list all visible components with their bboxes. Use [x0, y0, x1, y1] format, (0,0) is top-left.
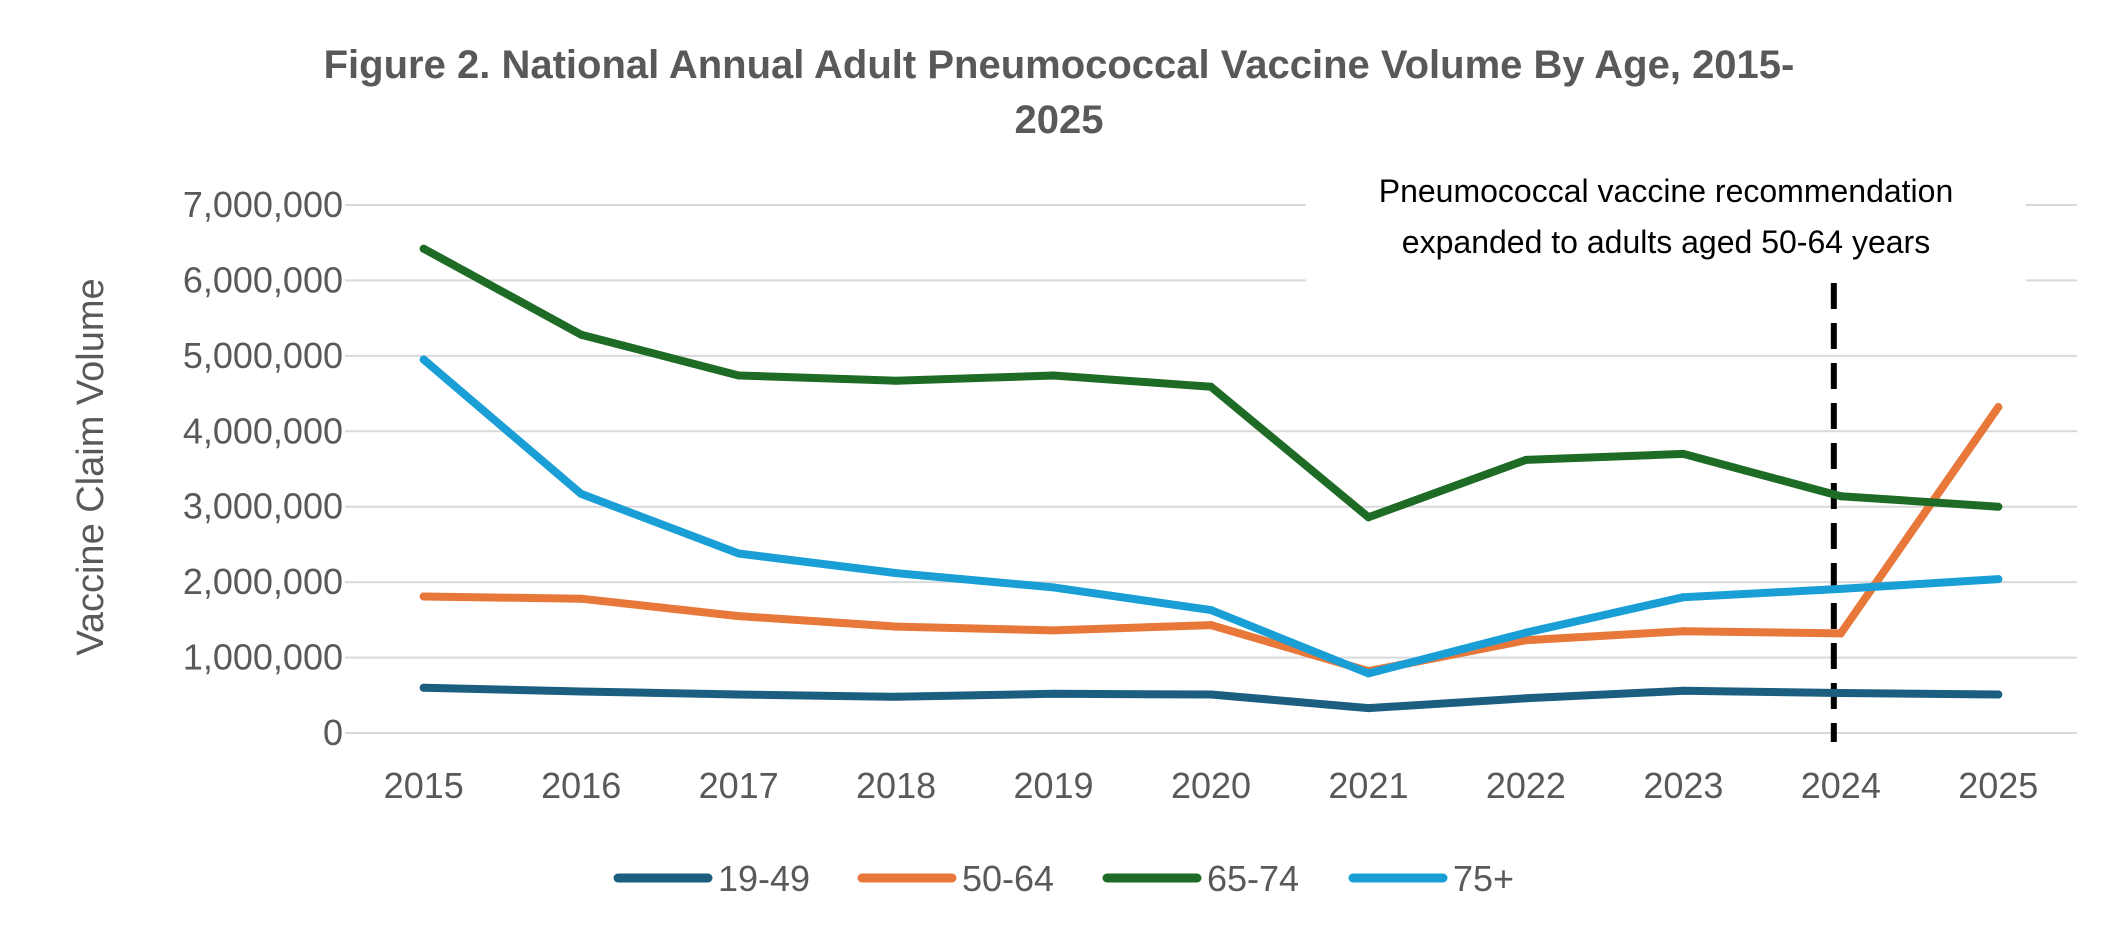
- data-point: [1364, 669, 1373, 678]
- data-point: [892, 622, 901, 631]
- data-point: [1207, 382, 1215, 391]
- data-point: [892, 692, 901, 701]
- y-tick-label: 3,000,000: [183, 486, 343, 527]
- data-point: [419, 592, 428, 601]
- data-point: [734, 549, 743, 558]
- annotation-text-line-2: expanded to adults aged 50-64 years: [1402, 224, 1930, 260]
- data-point: [577, 489, 586, 498]
- data-point: [1679, 686, 1688, 695]
- data-point: [1836, 629, 1845, 638]
- y-tick-label: 6,000,000: [183, 259, 343, 300]
- legend-label: 19-49: [718, 858, 810, 899]
- y-tick-label: 1,000,000: [183, 637, 343, 678]
- x-tick-label: 2016: [541, 765, 621, 806]
- data-point: [1207, 606, 1215, 615]
- x-tick-label: 2015: [384, 765, 464, 806]
- annotation-background: [1306, 160, 2026, 282]
- chart-title-line-1: Figure 2. National Annual Adult Pneumoco…: [324, 43, 1795, 87]
- x-tick-label: 2019: [1013, 765, 1093, 806]
- data-point: [1836, 584, 1845, 593]
- x-tick-label: 2022: [1486, 765, 1566, 806]
- data-point: [1049, 583, 1058, 592]
- chart-title-line-2: 2025: [1015, 98, 1104, 142]
- x-tick-label: 2023: [1643, 765, 1723, 806]
- legend-label: 75+: [1453, 858, 1514, 899]
- x-tick-label: 2024: [1801, 765, 1881, 806]
- y-axis-title: Vaccine Claim Volume: [70, 278, 112, 655]
- data-point: [1994, 575, 2003, 584]
- data-point: [577, 594, 586, 603]
- data-point: [1049, 371, 1058, 380]
- legend-label: 65-74: [1207, 858, 1299, 899]
- gridlines: [345, 204, 2077, 734]
- annotation: Pneumococcal vaccine recommendation expa…: [1306, 160, 2026, 742]
- data-point: [1994, 502, 2003, 511]
- x-tick-label: 2025: [1958, 765, 2038, 806]
- x-tick-label: 2021: [1328, 765, 1408, 806]
- data-point: [892, 376, 901, 385]
- data-point: [1679, 627, 1688, 636]
- data-point: [1521, 628, 1530, 637]
- series-line-50-64: [419, 403, 2003, 676]
- data-point: [577, 330, 586, 339]
- data-point: [1049, 689, 1058, 698]
- x-tick-label: 2020: [1171, 765, 1251, 806]
- data-point: [1521, 636, 1530, 645]
- series-lines: [419, 244, 2003, 713]
- data-point: [1207, 621, 1215, 630]
- data-point: [1836, 689, 1845, 698]
- x-tick-label: 2017: [699, 765, 779, 806]
- x-tick-label: 2018: [856, 765, 936, 806]
- chart-title: Figure 2. National Annual Adult Pneumoco…: [324, 43, 1795, 142]
- y-tick-label: 4,000,000: [183, 410, 343, 451]
- legend-label: 50-64: [962, 858, 1054, 899]
- data-point: [577, 687, 586, 696]
- data-point: [734, 690, 743, 699]
- y-axis-ticks: 0 1,000,000 2,000,000 3,000,000 4,000,000 5,0…: [183, 184, 343, 753]
- y-tick-label: 7,000,000: [183, 184, 343, 225]
- data-point: [734, 371, 743, 380]
- data-point: [1521, 694, 1530, 703]
- data-point: [1679, 449, 1688, 458]
- data-point: [1049, 626, 1058, 635]
- x-axis-ticks: 2015 2016 2017 2018 2019 2020 2021 2022 2023 2024…: [384, 765, 2039, 806]
- data-point: [1364, 513, 1373, 522]
- data-point: [734, 612, 743, 621]
- y-tick-label: 5,000,000: [183, 335, 343, 376]
- data-point: [1679, 593, 1688, 602]
- annotation-text-line-1: Pneumococcal vaccine recommendation: [1379, 173, 1954, 209]
- data-point: [1836, 492, 1845, 501]
- data-point: [419, 683, 428, 692]
- data-point: [1994, 403, 2003, 412]
- data-point: [1994, 690, 2003, 699]
- legend: 19-49 50-64 65-74 75+: [613, 858, 1514, 899]
- y-tick-label: 0: [323, 712, 343, 753]
- y-tick-label: 2,000,000: [183, 561, 343, 602]
- data-point: [419, 244, 428, 253]
- data-point: [419, 355, 428, 364]
- data-point: [1364, 704, 1373, 713]
- data-point: [1521, 455, 1530, 464]
- data-point: [1207, 690, 1215, 699]
- data-point: [892, 569, 901, 578]
